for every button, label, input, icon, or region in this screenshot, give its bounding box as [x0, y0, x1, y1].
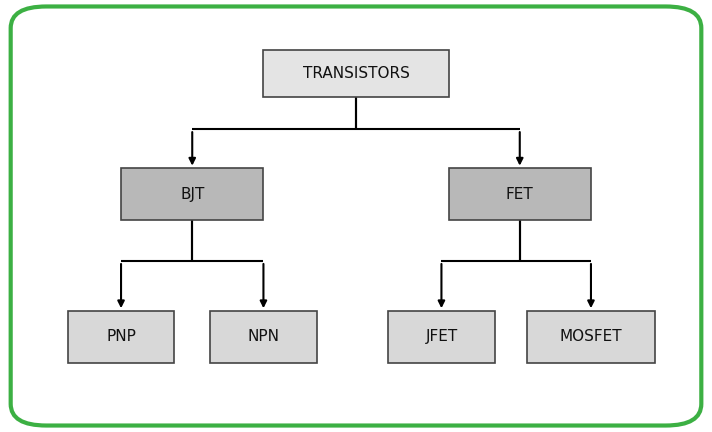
- Text: MOSFET: MOSFET: [560, 330, 622, 344]
- FancyBboxPatch shape: [527, 311, 655, 363]
- Text: TRANSISTORS: TRANSISTORS: [303, 66, 409, 81]
- Text: JFET: JFET: [425, 330, 458, 344]
- Text: NPN: NPN: [248, 330, 279, 344]
- FancyBboxPatch shape: [388, 311, 495, 363]
- FancyBboxPatch shape: [263, 50, 449, 97]
- FancyBboxPatch shape: [210, 311, 317, 363]
- FancyBboxPatch shape: [449, 168, 591, 220]
- FancyBboxPatch shape: [121, 168, 263, 220]
- FancyBboxPatch shape: [68, 311, 174, 363]
- Text: PNP: PNP: [106, 330, 136, 344]
- Text: BJT: BJT: [180, 187, 204, 202]
- Text: FET: FET: [506, 187, 533, 202]
